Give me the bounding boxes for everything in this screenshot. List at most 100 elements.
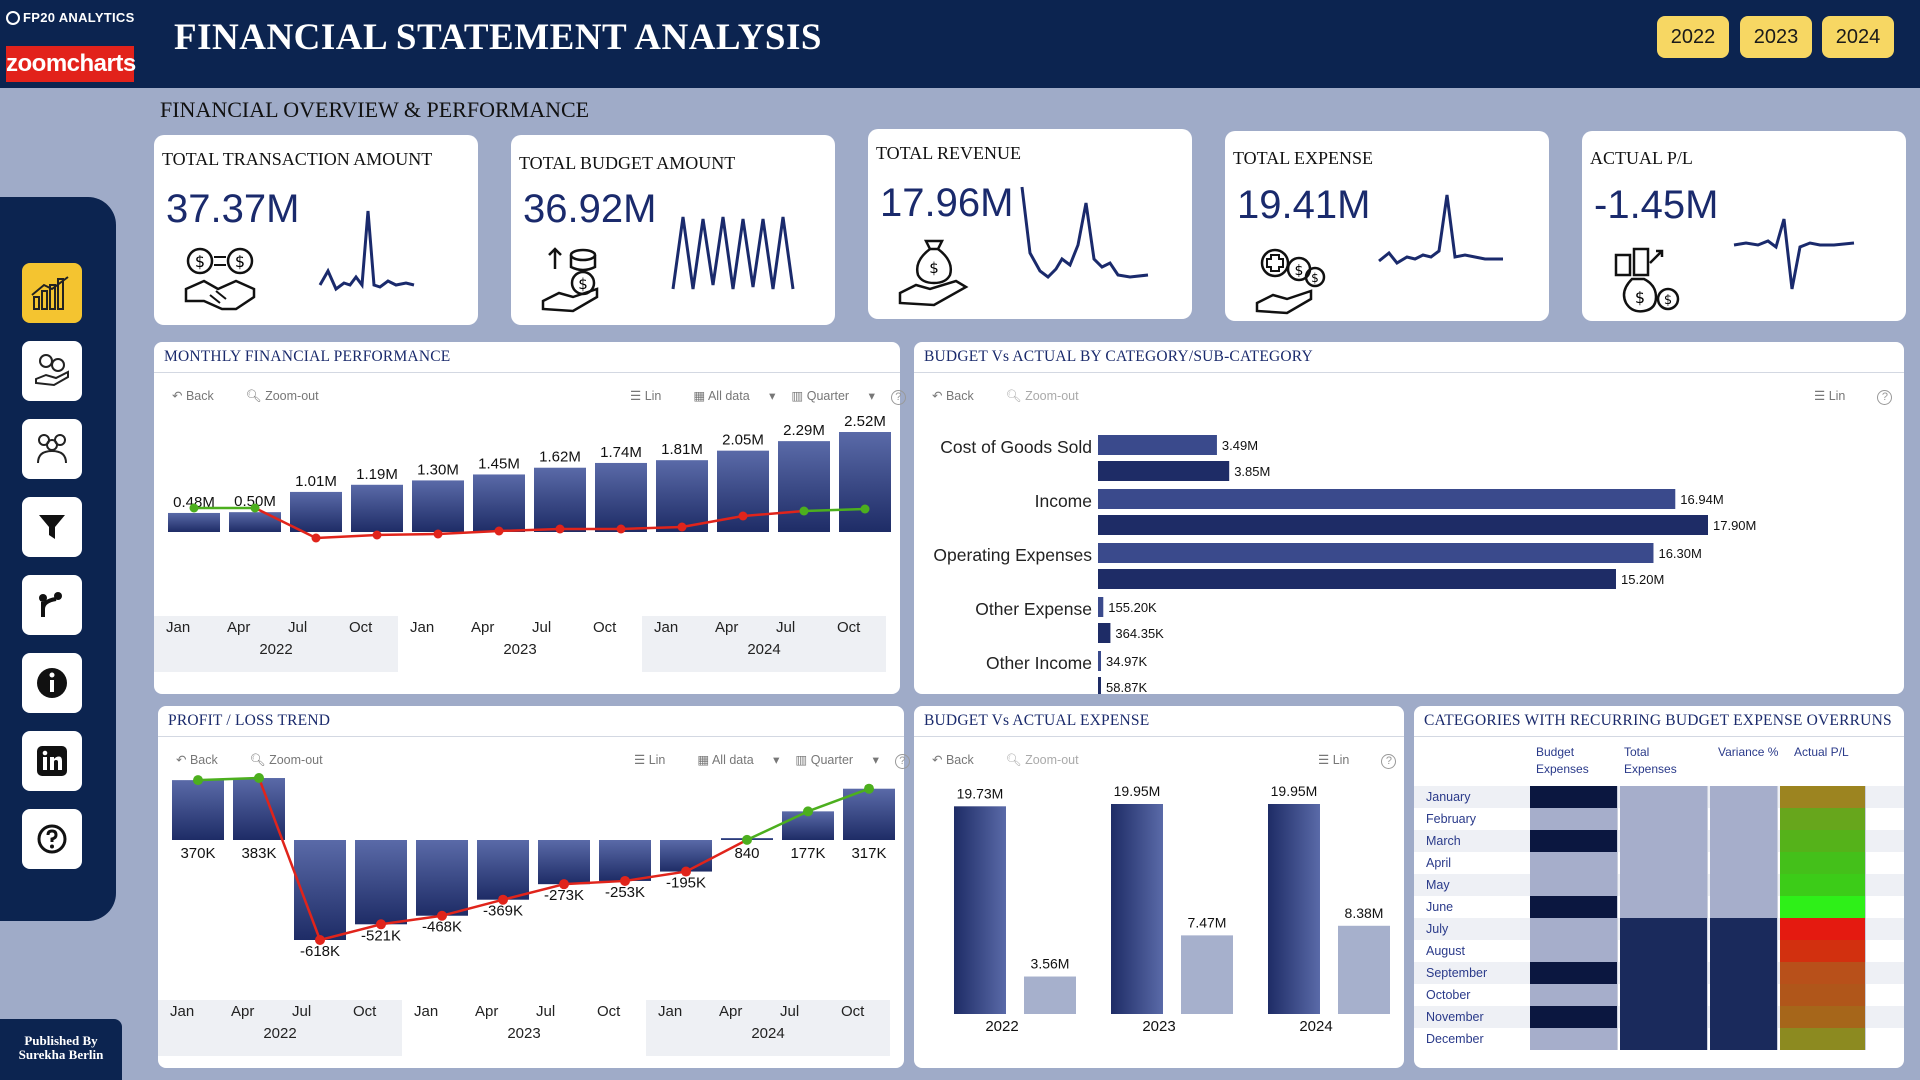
monthly-pl-point[interactable] (738, 511, 748, 521)
monthly-bar[interactable] (351, 484, 403, 532)
heatmap-cell[interactable] (1530, 1028, 1618, 1050)
pl-bar[interactable] (660, 840, 712, 872)
heatmap-cell[interactable] (1530, 940, 1618, 962)
zoom-out-button[interactable]: 🔍︎ Zoom-out (1005, 753, 1079, 767)
lin-button[interactable]: ☰ Lin (1814, 389, 1846, 403)
heatmap-cell[interactable] (1620, 852, 1708, 874)
monthly-bar[interactable] (229, 512, 281, 532)
expense-bar-actual[interactable] (1024, 976, 1076, 1014)
heatmap-cell[interactable] (1620, 896, 1708, 918)
heatmap-cell[interactable] (1710, 786, 1778, 808)
pl-bar[interactable] (233, 778, 285, 840)
pl-point[interactable] (803, 806, 813, 817)
sidebar-team-button[interactable] (22, 419, 82, 479)
heatmap-cell[interactable] (1710, 1006, 1778, 1028)
sidebar-help-button[interactable] (22, 809, 82, 869)
pl-bar[interactable] (477, 840, 529, 900)
heatmap-cell[interactable] (1620, 786, 1708, 808)
monthly-bar[interactable] (412, 480, 464, 532)
heatmap-cell[interactable] (1620, 918, 1708, 940)
category-bar-budget[interactable] (1098, 543, 1654, 563)
heatmap-cell[interactable] (1530, 830, 1618, 852)
back-button[interactable]: ↶ Back (176, 753, 218, 767)
heatmap-cell[interactable] (1780, 918, 1866, 940)
monthly-bar[interactable] (290, 491, 342, 532)
monthly-bar[interactable] (656, 460, 708, 532)
heatmap-cell[interactable] (1710, 852, 1778, 874)
category-bar-budget[interactable] (1098, 597, 1104, 617)
heatmap-cell[interactable] (1620, 984, 1708, 1006)
heatmap-cell[interactable] (1780, 830, 1866, 852)
heatmap-cell[interactable] (1530, 808, 1618, 830)
monthly-pl-point[interactable] (799, 506, 809, 516)
category-bar-actual[interactable] (1098, 515, 1708, 535)
heatmap-cell[interactable] (1620, 808, 1708, 830)
pl-bar[interactable] (355, 840, 407, 925)
monthly-pl-point[interactable] (616, 524, 626, 534)
help-icon[interactable]: ? (890, 390, 906, 405)
heatmap-cell[interactable] (1780, 1028, 1866, 1050)
heatmap-cell[interactable] (1710, 896, 1778, 918)
sidebar-info-button[interactable] (22, 653, 82, 713)
category-bar-actual[interactable] (1098, 623, 1111, 643)
monthly-pl-point[interactable] (860, 504, 870, 514)
lin-button[interactable]: ☰ Lin (634, 753, 666, 767)
category-bar-actual[interactable] (1098, 677, 1101, 694)
heatmap-cell[interactable] (1620, 940, 1708, 962)
pl-point[interactable] (620, 875, 630, 886)
heatmap-cell[interactable] (1780, 896, 1866, 918)
heatmap-cell[interactable] (1710, 1028, 1778, 1050)
monthly-bar[interactable] (595, 462, 647, 532)
pl-bar[interactable] (538, 840, 590, 885)
category-bar-budget[interactable] (1098, 435, 1217, 455)
monthly-pl-point[interactable] (250, 503, 260, 513)
heatmap-cell[interactable] (1530, 896, 1618, 918)
pl-point[interactable] (681, 866, 691, 877)
lin-button[interactable]: ☰ Lin (1318, 753, 1350, 767)
quarter-dropdown[interactable]: ▥ Quarter ▾ (791, 389, 875, 403)
back-button[interactable]: ↶ Back (172, 389, 214, 403)
monthly-pl-point[interactable] (677, 522, 687, 532)
heatmap-cell[interactable] (1710, 874, 1778, 896)
zoom-out-button[interactable]: 🔍︎ Zoom-out (1005, 389, 1079, 403)
monthly-bar[interactable] (534, 467, 586, 532)
heatmap-cell[interactable] (1530, 874, 1618, 896)
help-icon[interactable]: ? (894, 754, 910, 769)
heatmap-cell[interactable] (1780, 940, 1866, 962)
sidebar-key-influencers-button[interactable] (22, 575, 82, 635)
expense-bar-budget[interactable] (1111, 804, 1163, 1014)
quarter-dropdown[interactable]: ▥ Quarter ▾ (795, 753, 879, 767)
heatmap-cell[interactable] (1620, 1006, 1708, 1028)
back-button[interactable]: ↶ Back (932, 389, 974, 403)
heatmap-cell[interactable] (1710, 918, 1778, 940)
heatmap-cell[interactable] (1780, 808, 1866, 830)
sidebar-linkedin-button[interactable] (22, 731, 82, 791)
monthly-pl-point[interactable] (555, 524, 565, 534)
pl-point[interactable] (254, 773, 264, 784)
heatmap-cell[interactable] (1530, 918, 1618, 940)
heatmap-cell[interactable] (1620, 962, 1708, 984)
monthly-pl-point[interactable] (372, 530, 382, 540)
budget-by-category-chart[interactable]: Cost of Goods Sold 3.49M 3.85M Income 16.94M… (914, 402, 1904, 694)
zoom-out-button[interactable]: 🔍︎ Zoom-out (249, 753, 323, 767)
category-bar-budget[interactable] (1098, 651, 1101, 671)
year-2022-button[interactable]: 2022 (1657, 16, 1729, 58)
heatmap-cell[interactable] (1710, 808, 1778, 830)
expense-bar-budget[interactable] (954, 806, 1006, 1014)
expense-bar-actual[interactable] (1181, 935, 1233, 1014)
pl-point[interactable] (498, 894, 508, 905)
year-2024-button[interactable]: 2024 (1822, 16, 1894, 58)
monthly-pl-point[interactable] (189, 503, 199, 513)
category-bar-actual[interactable] (1098, 461, 1230, 481)
pl-bar[interactable] (172, 780, 224, 840)
pl-bar[interactable] (843, 788, 895, 840)
pl-trend-chart[interactable]: Jan Apr Jul Oct Jan Apr Jul Oct Jan Apr Jul Oct 2022… (158, 766, 904, 1068)
category-bar-actual[interactable] (1098, 569, 1616, 589)
heatmap-cell[interactable] (1530, 984, 1618, 1006)
pl-point[interactable] (864, 783, 874, 794)
lin-button[interactable]: ☰ Lin (630, 389, 662, 403)
monthly-pl-point[interactable] (311, 533, 321, 543)
help-icon[interactable]: ? (1877, 390, 1893, 405)
heatmap-cell[interactable] (1620, 830, 1708, 852)
heatmap-cell[interactable] (1780, 852, 1866, 874)
